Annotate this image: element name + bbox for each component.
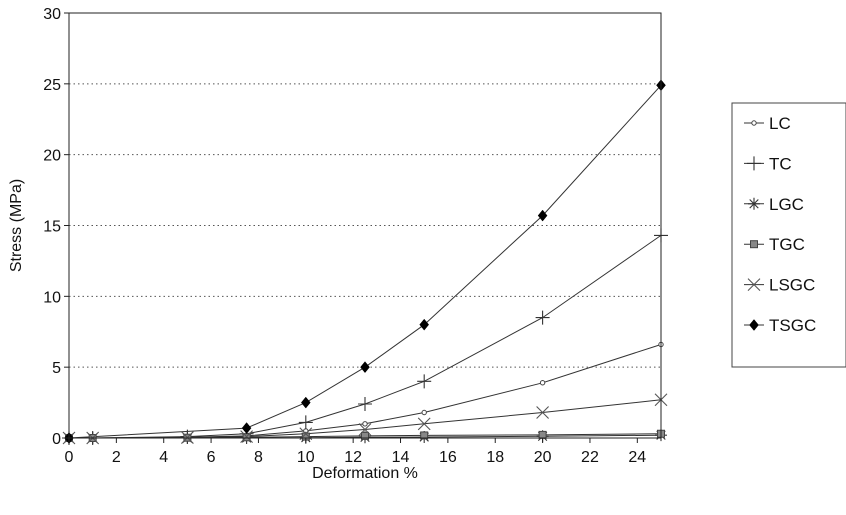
marker-TSGC-3: [360, 361, 370, 374]
y-tick-label-10: 10: [43, 289, 61, 306]
marker-LC-6: [421, 409, 427, 416]
legend-item-LC: LC: [744, 114, 791, 133]
legend-label-LSGC: LSGC: [769, 276, 815, 295]
x-tick-label-18: 18: [486, 449, 504, 466]
marker-TSGC-2: [300, 396, 311, 409]
marker-TSGC-4: [419, 318, 430, 331]
legend-marker-LGC: [748, 197, 760, 210]
marker-TSGC-5: [537, 209, 548, 222]
legend-item-LSGC: LSGC: [744, 276, 815, 295]
x-tick-label-8: 8: [254, 449, 263, 466]
legend-marker-LSGC: [747, 278, 761, 291]
legend-item-TC: TC: [744, 154, 792, 173]
y-axis-label: Stress (MPa): [8, 179, 25, 272]
marker-TC-4: [298, 415, 313, 430]
marker-TGC-6: [420, 431, 429, 440]
x-tick-label-2: 2: [112, 449, 121, 466]
legend-label-TSGC: TSGC: [769, 316, 816, 335]
x-tick-label-24: 24: [628, 449, 646, 466]
y-tick-label-5: 5: [52, 360, 61, 377]
legend-label-LC: LC: [769, 114, 791, 133]
marker-TGC-7: [538, 430, 547, 439]
legend-label-TGC: TGC: [769, 235, 805, 254]
marker-LSGC-7: [536, 406, 549, 419]
series-line-TSGC: [68, 84, 662, 439]
legend-label-TC: TC: [769, 154, 792, 173]
marker-TC-5: [358, 397, 372, 411]
x-tick-label-12: 12: [344, 449, 362, 466]
y-tick-label-20: 20: [43, 148, 61, 165]
marker-LC-7: [539, 380, 546, 386]
x-tick-label-10: 10: [297, 449, 315, 466]
marker-TC-7: [535, 310, 550, 325]
marker-LC-5: [362, 421, 368, 427]
x-axis-label: Deformation %: [312, 465, 418, 482]
marker-LSGC-3: [240, 430, 253, 443]
x-tick-label-14: 14: [392, 449, 410, 466]
x-tick-label-6: 6: [207, 449, 216, 466]
marker-TC-6: [417, 374, 432, 389]
y-tick-label-25: 25: [43, 77, 61, 94]
legend-item-LGC: LGC: [744, 195, 804, 214]
legend-marker-TSGC: [749, 319, 759, 331]
x-tick-label-22: 22: [581, 449, 599, 466]
plot-area-frame: [68, 12, 662, 439]
legend-item-TSGC: TSGC: [744, 316, 816, 335]
marker-LSGC-6: [417, 417, 431, 431]
x-tick-label-0: 0: [65, 449, 74, 466]
legend-marker-TC: [747, 156, 761, 171]
x-tick-label-16: 16: [439, 449, 457, 466]
y-tick-label-0: 0: [52, 431, 61, 448]
x-tick-label-20: 20: [534, 449, 552, 466]
gridlines: [69, 83, 661, 368]
series-markers: [62, 79, 668, 445]
series-lines: [68, 84, 662, 439]
legend-label-LGC: LGC: [769, 195, 804, 214]
y-tick-label-15: 15: [43, 219, 61, 236]
legend-marker-TGC: [750, 240, 758, 249]
x-tick-label-4: 4: [159, 449, 168, 466]
y-tick-label-30: 30: [43, 6, 61, 23]
marker-TSGC-1: [241, 422, 252, 434]
legend-marker-LC: [751, 120, 757, 126]
marker-LSGC-5: [358, 423, 372, 436]
marker-TGC-5: [361, 431, 369, 440]
legend-item-TGC: TGC: [744, 235, 805, 254]
legend: LC TC LGC TGC LSGC TSGC: [731, 102, 846, 368]
